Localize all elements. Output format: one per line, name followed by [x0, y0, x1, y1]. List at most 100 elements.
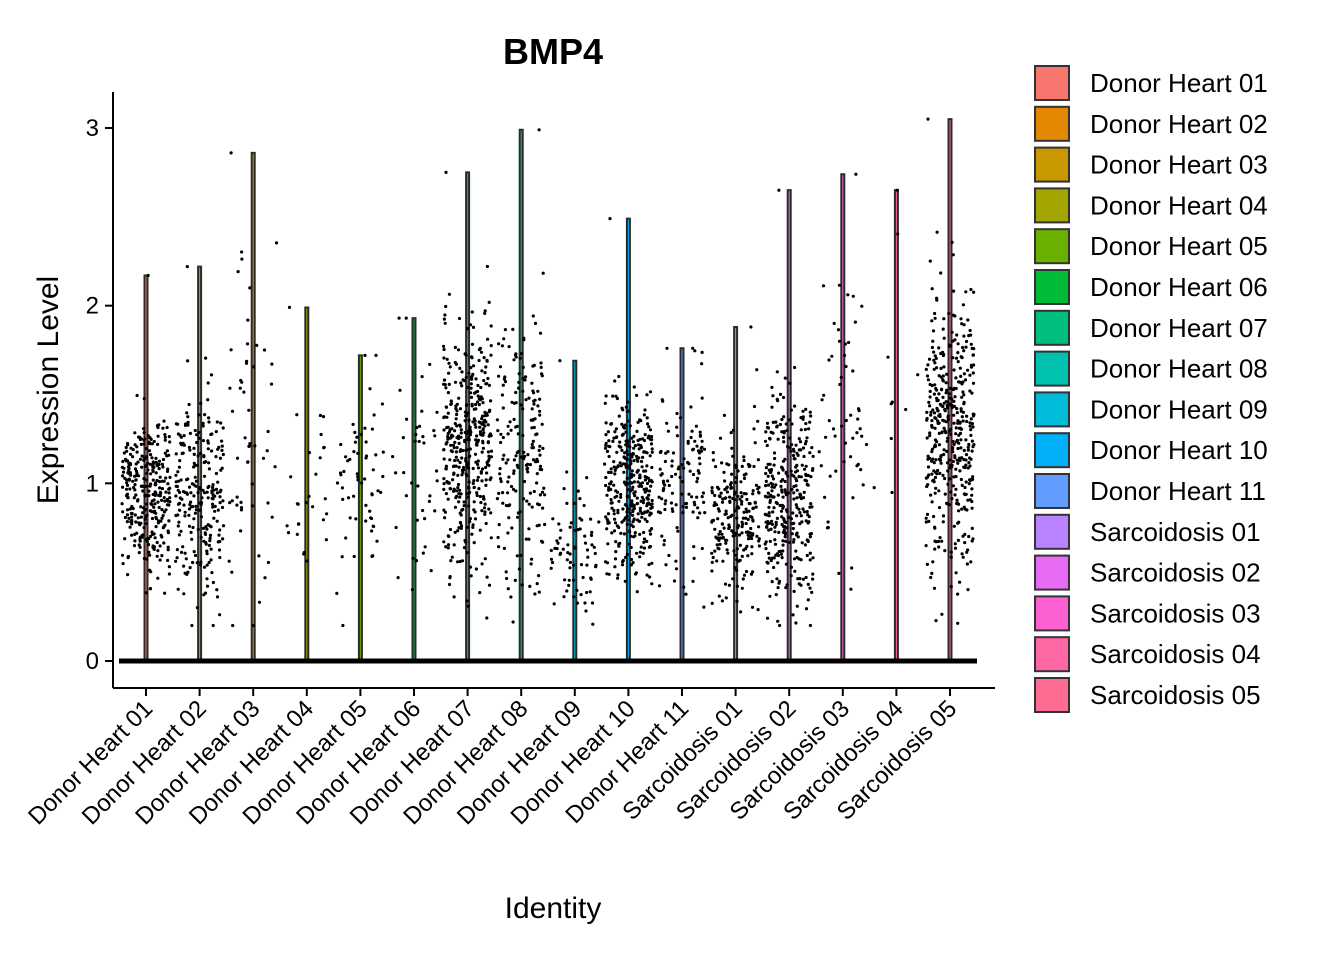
- data-point: [725, 538, 729, 542]
- data-point: [615, 494, 619, 498]
- data-point: [646, 509, 650, 513]
- data-point: [904, 407, 908, 412]
- data-point: [752, 404, 757, 409]
- data-point: [626, 507, 630, 511]
- data-point: [774, 520, 778, 525]
- data-point: [756, 608, 760, 612]
- y-tick-label: 3: [86, 115, 99, 142]
- data-point: [199, 560, 203, 564]
- data-point: [160, 508, 164, 512]
- data-point: [468, 433, 472, 437]
- legend-label: Donor Heart 01: [1090, 68, 1268, 98]
- data-point: [792, 491, 796, 495]
- data-point: [261, 456, 266, 460]
- data-point: [750, 545, 754, 549]
- data-point: [549, 548, 553, 553]
- data-point: [191, 560, 195, 565]
- data-point: [795, 556, 799, 560]
- data-point: [801, 577, 806, 581]
- data-point: [625, 449, 629, 453]
- data-point: [729, 514, 733, 519]
- data-point: [751, 506, 755, 511]
- data-point: [695, 495, 699, 499]
- data-point: [163, 591, 167, 595]
- data-point: [623, 579, 627, 583]
- data-point: [613, 430, 617, 434]
- data-point: [158, 558, 162, 562]
- data-point: [235, 503, 239, 507]
- legend-label: Donor Heart 10: [1090, 435, 1268, 465]
- data-point: [793, 457, 797, 461]
- data-point: [808, 535, 813, 539]
- data-point: [136, 516, 140, 520]
- data-point: [661, 399, 665, 403]
- data-point: [444, 442, 448, 446]
- data-point: [964, 458, 968, 462]
- data-point: [141, 511, 145, 515]
- data-point: [482, 431, 486, 435]
- data-point: [452, 446, 456, 450]
- data-point: [182, 503, 186, 507]
- data-point: [506, 531, 510, 535]
- data-point: [926, 465, 931, 469]
- data-point: [804, 407, 808, 411]
- data-point: [187, 402, 191, 407]
- data-point: [751, 492, 755, 496]
- data-point: [206, 381, 210, 385]
- data-point: [465, 551, 469, 555]
- data-point: [735, 558, 739, 562]
- data-point: [340, 555, 344, 559]
- data-point: [951, 484, 956, 488]
- data-point: [635, 393, 639, 397]
- data-point: [149, 534, 153, 539]
- data-point: [732, 549, 736, 553]
- data-point: [143, 437, 147, 441]
- data-point: [481, 428, 485, 432]
- data-point: [142, 397, 146, 401]
- data-point: [971, 381, 976, 385]
- data-point: [452, 543, 456, 547]
- data-point: [198, 501, 202, 505]
- data-point: [144, 455, 148, 459]
- data-point: [159, 491, 163, 495]
- data-point: [324, 538, 328, 542]
- data-point: [522, 336, 526, 340]
- data-point: [797, 437, 801, 441]
- data-point: [734, 465, 738, 469]
- data-point: [777, 530, 781, 535]
- violin-shape: [357, 354, 363, 662]
- data-point: [964, 290, 968, 294]
- data-point: [205, 577, 209, 581]
- data-point: [123, 515, 127, 520]
- data-point: [684, 502, 688, 506]
- data-point: [201, 526, 206, 531]
- data-point: [676, 529, 680, 533]
- data-point: [959, 446, 963, 450]
- data-point: [489, 536, 493, 540]
- data-point: [698, 433, 703, 437]
- data-point: [619, 464, 623, 468]
- data-point: [770, 580, 774, 584]
- data-point: [218, 528, 222, 532]
- data-point: [774, 523, 778, 527]
- data-point: [197, 413, 201, 417]
- data-point: [729, 431, 733, 435]
- data-point: [691, 579, 695, 584]
- data-point: [627, 439, 631, 443]
- data-point: [638, 550, 642, 554]
- data-point: [147, 543, 151, 547]
- legend-item: Donor Heart 02: [1034, 105, 1268, 142]
- data-point: [646, 497, 650, 501]
- data-point: [629, 563, 634, 567]
- data-point: [186, 477, 190, 481]
- data-point: [614, 489, 618, 493]
- data-point: [744, 492, 748, 496]
- data-point: [481, 401, 485, 405]
- data-point: [776, 561, 780, 565]
- data-point: [510, 400, 514, 404]
- data-point: [789, 574, 793, 578]
- data-point: [468, 429, 472, 433]
- data-point: [794, 470, 798, 474]
- data-point: [363, 477, 367, 481]
- data-point: [189, 500, 193, 504]
